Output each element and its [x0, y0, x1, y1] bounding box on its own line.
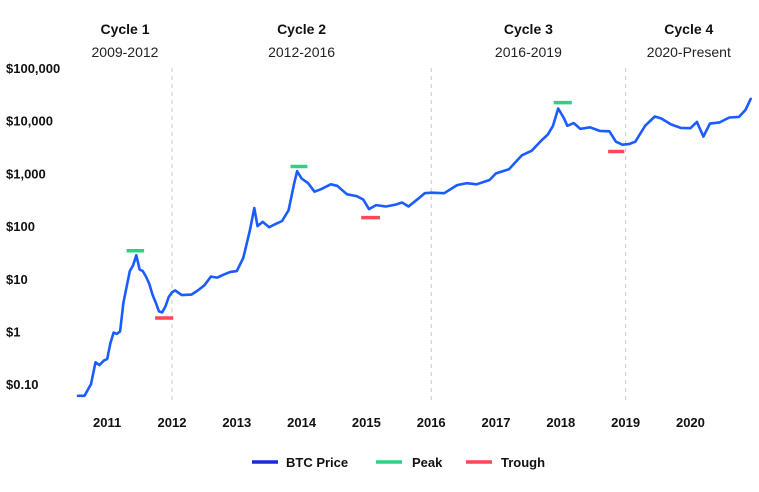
btc-price-line — [76, 97, 752, 398]
cycle-dividers — [171, 68, 627, 400]
x-tick-label: 2015 — [352, 415, 381, 430]
x-axis-ticks: 2011 2012 2013 2014 2015 2016 2017 2018 2019 2020 — [93, 415, 705, 430]
x-tick-label: 2011 — [93, 415, 121, 430]
cycle-title: Cycle 4 — [664, 21, 713, 37]
x-tick-label: 2019 — [611, 415, 640, 430]
peak-trough-markers — [126, 100, 625, 320]
legend: BTC Price Peak Trough — [252, 455, 545, 470]
y-tick-label: $10,000 — [6, 114, 53, 129]
cycle-range: 2016-2019 — [495, 44, 562, 60]
price-series — [76, 97, 752, 398]
x-tick-label: 2016 — [417, 415, 446, 430]
legend-label-trough: Trough — [501, 455, 545, 470]
y-tick-label: $1 — [6, 324, 20, 339]
cycle-headers: Cycle 1 2009-2012 Cycle 2 2012-2016 Cycle 3 2… — [92, 21, 731, 60]
x-tick-label: 2018 — [546, 415, 575, 430]
cycle-range: 2009-2012 — [92, 44, 159, 60]
y-tick-label: $100 — [6, 219, 35, 234]
y-tick-label: $100,000 — [6, 61, 60, 76]
x-tick-label: 2017 — [482, 415, 511, 430]
x-tick-label: 2013 — [222, 415, 251, 430]
x-tick-label: 2014 — [287, 415, 317, 430]
legend-label-btc-price: BTC Price — [286, 455, 348, 470]
y-axis-ticks: $100,000 $10,000 $1,000 $100 $10 $1 $0.10 — [6, 61, 60, 392]
legend-label-peak: Peak — [412, 455, 443, 470]
cycle-title: Cycle 1 — [100, 21, 149, 37]
x-tick-label: 2012 — [158, 415, 187, 430]
y-tick-label: $10 — [6, 272, 28, 287]
y-tick-label: $0.10 — [6, 377, 39, 392]
cycle-range: 2020-Present — [647, 44, 731, 60]
y-tick-label: $1,000 — [6, 166, 46, 181]
cycle-title: Cycle 2 — [277, 21, 326, 37]
x-tick-label: 2020 — [676, 415, 705, 430]
cycle-title: Cycle 3 — [504, 21, 553, 37]
cycle-range: 2012-2016 — [268, 44, 335, 60]
